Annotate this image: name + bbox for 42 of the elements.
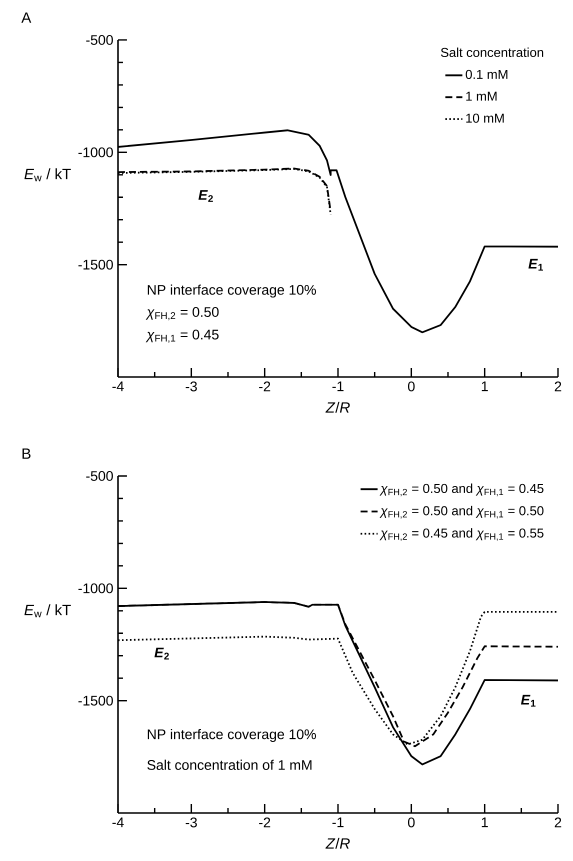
y-axis-title: E$_{w}$ / kT: [24, 604, 71, 618]
x-tick-label: 2: [554, 381, 562, 392]
x-tick-label: 1: [482, 382, 488, 392]
y-tick-label: -1000: [78, 583, 113, 594]
x-tick-label: -4: [112, 818, 124, 828]
annotation: E$_{1}$: [520, 694, 536, 707]
legend-label: 10 mM: [466, 114, 504, 123]
x-tick-label: 2: [554, 817, 562, 828]
y-axis-title: E$_{w}$ / kT: [24, 168, 71, 182]
x-tick-label: -4: [112, 382, 124, 392]
legend-label: χ$_{FH,2}$ = 0.45 and χ$_{FH,1}$ = 0.55: [380, 528, 544, 541]
x-tick-label: -1: [332, 382, 344, 392]
y-tick-label: -1500: [78, 260, 113, 270]
annotation: Salt concentration of 1 mM: [147, 760, 312, 770]
legend-label: 1 mM: [466, 92, 497, 101]
x-tick-label: -2: [259, 381, 270, 392]
x-axis-title: Z/R: [325, 838, 350, 849]
x-tick-label: 0: [408, 817, 415, 828]
legend-label: χ$_{FH,2}$ = 0.50 and χ$_{FH,1}$ = 0.45: [380, 484, 544, 496]
legend-title: Salt concentration: [440, 48, 544, 58]
annotation: χ$_{FH,1}$ = 0.45: [146, 330, 219, 343]
annotation: χ$_{FH,2}$ = 0.50: [146, 307, 219, 320]
annotation: NP interface coverage 10%: [148, 728, 316, 742]
annotation: E$_{1}$: [528, 258, 544, 271]
x-axis-title: Z/R: [325, 402, 350, 413]
y-tick-label: -1000: [78, 147, 113, 158]
x-tick-label: 1: [482, 818, 488, 828]
legend-label: 0.1 mM: [466, 70, 508, 79]
y-tick-label: -500: [86, 471, 113, 481]
x-tick-label: 0: [408, 381, 415, 392]
annotation: E$_{2}$: [198, 190, 213, 202]
x-tick-label: -3: [186, 381, 197, 392]
chart-title: B: [22, 448, 30, 459]
x-tick-label: -3: [186, 817, 197, 828]
x-tick-label: -1: [332, 818, 344, 828]
y-tick-label: -1500: [78, 696, 113, 706]
chart-title: A: [21, 12, 32, 23]
annotation: E$_{2}$: [154, 648, 169, 660]
x-tick-label: -2: [259, 817, 270, 828]
legend-label: χ$_{FH,2}$ = 0.50 and χ$_{FH,1}$ = 0.50: [380, 506, 544, 519]
annotation: NP interface coverage 10%: [148, 284, 316, 298]
y-tick-label: -500: [86, 35, 113, 45]
